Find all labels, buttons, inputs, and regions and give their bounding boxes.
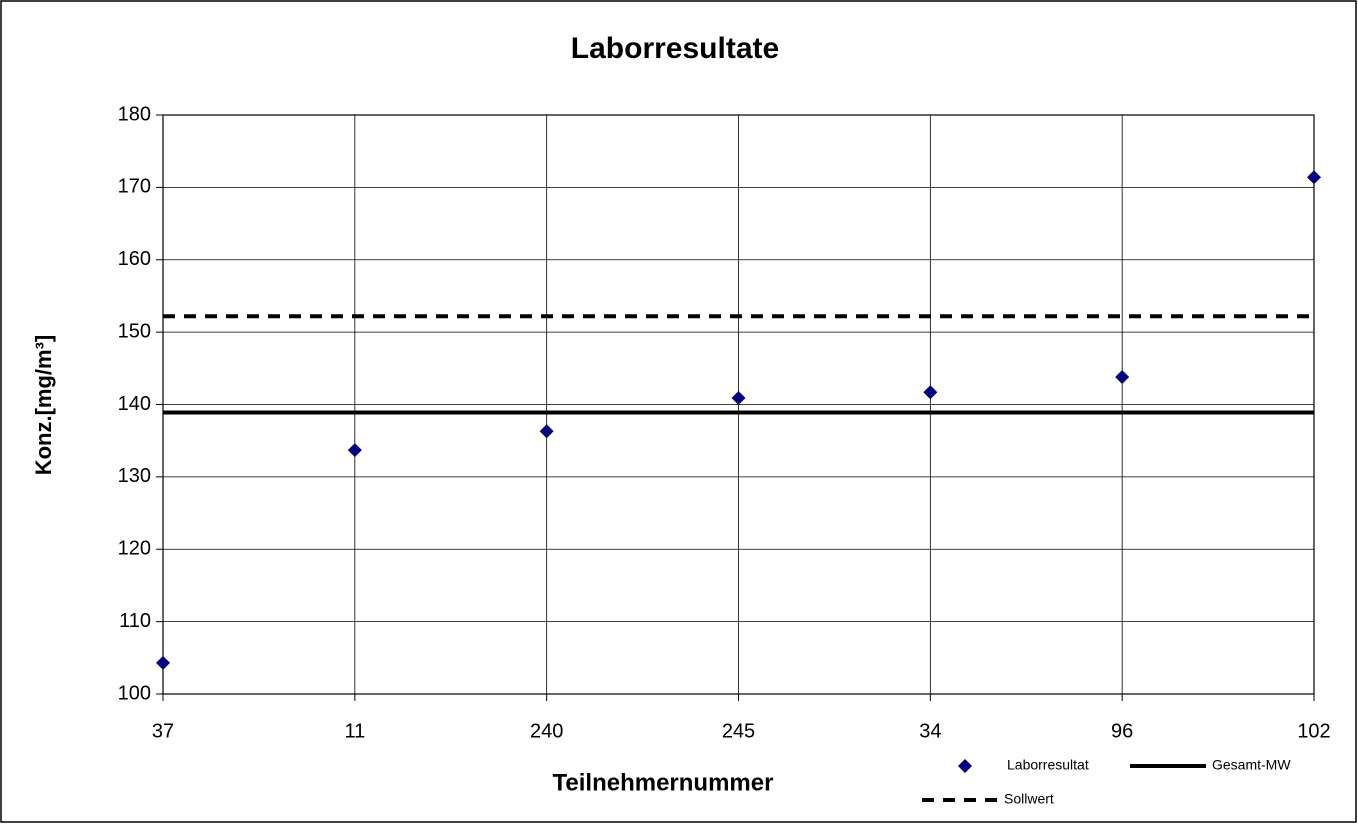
x-tick-label: 11 [344, 720, 365, 742]
legend-label: Laborresultat [1007, 757, 1089, 773]
legend-label: Sollwert [1004, 791, 1054, 807]
x-tick-label: 102 [1297, 720, 1330, 742]
y-tick-label: 140 [118, 393, 151, 415]
y-tick-label: 110 [119, 610, 151, 632]
x-tick-label: 96 [1111, 720, 1133, 742]
data-point [1307, 170, 1321, 185]
legend-label: Gesamt-MW [1212, 757, 1291, 773]
data-point [156, 655, 170, 670]
legend-marker [958, 759, 972, 773]
data-point [923, 385, 938, 400]
y-tick-label: 130 [118, 465, 151, 487]
chart-title: Laborresultate [571, 32, 779, 65]
plot-area [162, 114, 1315, 695]
x-axis-label: Teilnehmernummer [553, 769, 774, 796]
y-tick-label: 170 [118, 176, 151, 198]
y-tick-label: 180 [118, 103, 151, 125]
y-tick-label: 160 [118, 248, 151, 270]
y-tick-label: 150 [118, 320, 151, 342]
data-point [731, 390, 746, 405]
data-point [1115, 369, 1130, 384]
x-tick-label: 240 [530, 720, 563, 742]
data-point [347, 443, 362, 458]
data-point [539, 424, 554, 439]
y-tick-label: 100 [118, 682, 151, 704]
y-tick-label: 120 [118, 538, 151, 560]
y-axis-label: Konz.[mg/m³] [31, 335, 56, 476]
x-tick-label: 245 [722, 720, 755, 742]
x-tick-label: 37 [152, 720, 174, 742]
x-tick-label: 34 [919, 720, 941, 742]
